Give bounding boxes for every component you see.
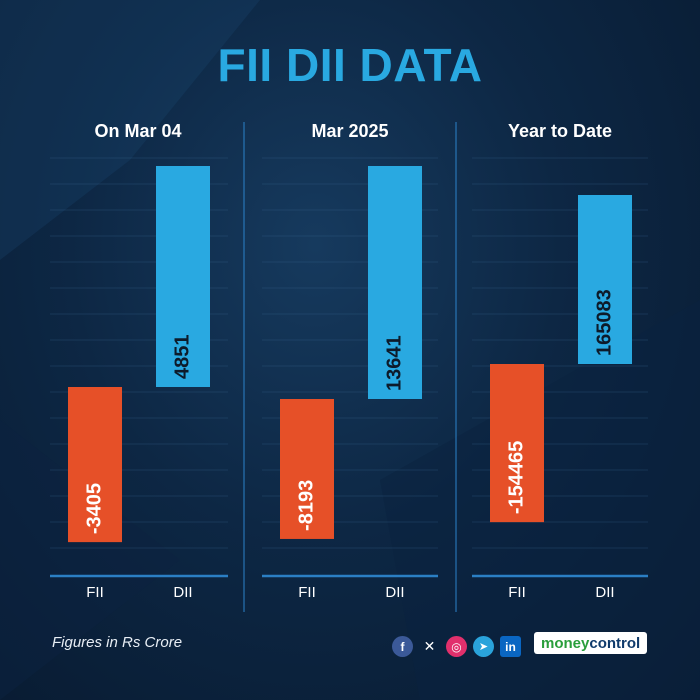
facebook-icon[interactable]: f	[392, 636, 413, 657]
value-label-fii-3: -154465	[505, 441, 527, 514]
bar-dii-1	[156, 166, 210, 387]
value-label-fii-1: -3405	[83, 483, 105, 534]
category-label-fii-3: FII	[508, 584, 526, 601]
social-icons: f ✕ ◎ ➤ in	[392, 636, 521, 658]
panel-title-3: Year to Date	[508, 121, 612, 141]
telegram-icon[interactable]: ➤	[473, 636, 494, 657]
value-label-dii-2: 13641	[383, 335, 405, 391]
bar-fii-3	[490, 364, 544, 523]
brand-logo: money control	[534, 632, 648, 654]
category-label-dii-2: DII	[385, 584, 404, 601]
bar-fii-1	[68, 387, 122, 543]
category-label-dii-1: DII	[173, 584, 192, 601]
brand-part-1: money	[541, 634, 590, 652]
value-label-fii-2: -8193	[295, 480, 317, 531]
instagram-icon[interactable]: ◎	[446, 636, 467, 657]
bar-dii-2	[368, 166, 422, 399]
brand-part-2: control	[589, 634, 641, 652]
footnote: Figures in Rs Crore	[52, 634, 183, 651]
category-label-fii-1: FII	[86, 584, 104, 601]
bar-dii-3	[578, 195, 632, 364]
page-title: FII DII DATA	[217, 39, 483, 91]
bar-fii-2	[280, 399, 334, 539]
category-label-dii-3: DII	[595, 584, 614, 601]
panel-title-1: On Mar 04	[94, 121, 181, 141]
linkedin-icon[interactable]: in	[500, 636, 521, 657]
x-icon[interactable]: ✕	[423, 638, 436, 654]
value-label-dii-1: 4851	[171, 335, 193, 380]
panel-title-2: Mar 2025	[311, 121, 388, 141]
category-label-fii-2: FII	[298, 584, 316, 601]
value-label-dii-3: 165083	[593, 289, 615, 356]
